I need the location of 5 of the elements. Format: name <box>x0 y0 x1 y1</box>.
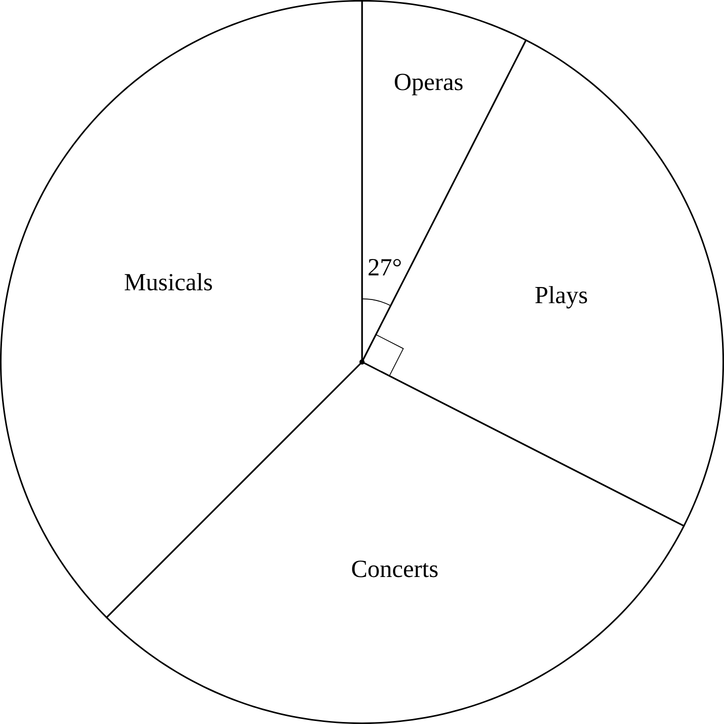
slice-label: Plays <box>535 286 588 308</box>
slice-label: Concerts <box>352 560 438 578</box>
slice-label: Musicals <box>124 273 212 290</box>
data-label: 27° <box>368 258 401 276</box>
slice-label: Operas <box>394 74 463 96</box>
